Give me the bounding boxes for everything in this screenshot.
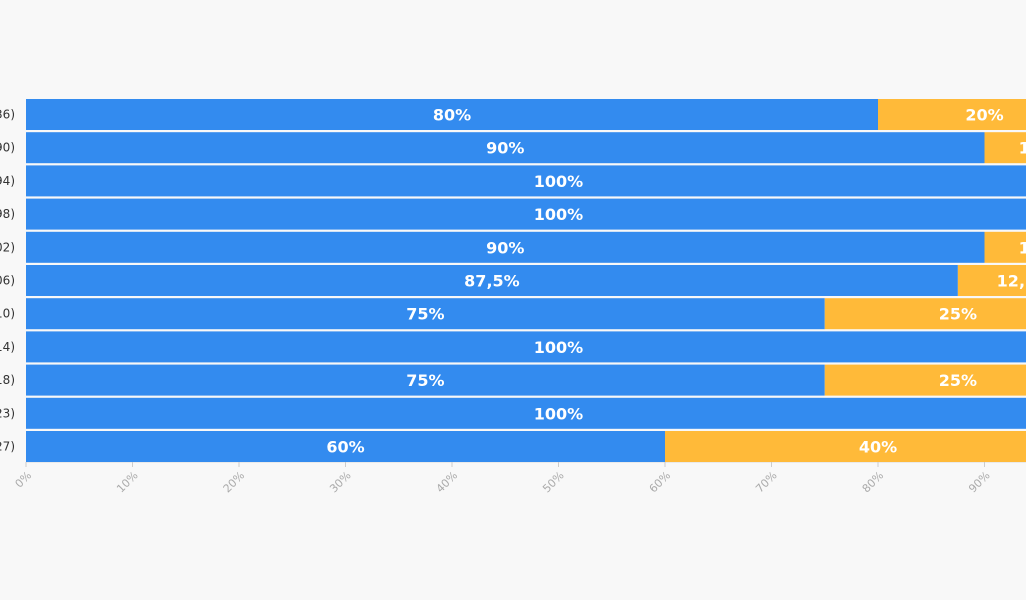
category-label-row-7: 10)	[0, 307, 15, 321]
category-label-row-5: 02)	[0, 240, 15, 254]
category-label-row-6: 06)	[0, 274, 15, 288]
bar-segment-s1-row-10[interactable]	[26, 397, 1026, 429]
x-tick-label-8: 70%	[753, 469, 779, 495]
data-label-s1-row-6: 87,5%	[464, 272, 520, 291]
bar-segment-s1-row-5[interactable]	[26, 231, 985, 263]
x-tick-label-9: 80%	[860, 469, 886, 495]
bar-segment-s2-row-9[interactable]	[824, 364, 1026, 396]
data-label-s2-row-5: 10%	[1019, 238, 1026, 257]
x-tick-label-2: 10%	[114, 469, 140, 495]
x-tick-label-6: 50%	[540, 469, 566, 495]
category-label-row-9: 18)	[0, 373, 15, 387]
bar-segment-s2-row-1[interactable]	[878, 99, 1026, 130]
x-tick-label-5: 40%	[434, 469, 460, 495]
data-label-s2-row-7: 25%	[939, 305, 977, 324]
bar-segment-s2-row-2[interactable]	[984, 132, 1026, 164]
x-tick-label-3: 20%	[221, 469, 247, 495]
data-label-s1-row-7: 75%	[406, 305, 444, 324]
category-labels-group: 36) 90) 94) 98) 02) 06) 10) 14) 18) 23) 27)	[0, 108, 15, 454]
data-label-s1-row-1: 80%	[433, 106, 471, 125]
data-label-s1-row-9: 75%	[406, 371, 444, 390]
data-label-s2-row-11: 40%	[859, 438, 897, 457]
x-tick-label-4: 30%	[327, 469, 353, 495]
bar-segment-s1-row-3[interactable]	[26, 165, 1026, 197]
data-label-s2-row-6: 12,5%	[997, 272, 1026, 291]
x-tick-label-7: 60%	[647, 469, 673, 495]
bar-segment-s1-row-9[interactable]	[26, 364, 825, 396]
bar-segment-s1-row-2[interactable]	[26, 132, 985, 164]
bars-group	[26, 99, 1026, 462]
data-label-s2-row-1: 20%	[965, 106, 1003, 125]
bar-segment-s2-row-5[interactable]	[984, 231, 1026, 263]
bar-segment-s1-row-8[interactable]	[26, 331, 1026, 363]
data-label-s2-row-9: 25%	[939, 371, 977, 390]
data-label-s2-row-2: 10%	[1019, 139, 1026, 158]
bar-segment-s2-row-7[interactable]	[824, 298, 1026, 330]
bar-segment-s1-row-1[interactable]	[26, 99, 878, 130]
bar-segment-s1-row-11[interactable]	[26, 431, 665, 462]
category-label-row-11: 27)	[0, 440, 15, 454]
category-label-row-1: 36)	[0, 108, 15, 122]
data-label-s1-row-4: 100%	[534, 205, 583, 224]
x-tick-label-1: 0%	[13, 469, 35, 491]
bar-segment-s1-row-6[interactable]	[26, 265, 958, 296]
data-label-s1-row-2: 90%	[486, 139, 524, 158]
data-label-s1-row-11: 60%	[326, 438, 364, 457]
data-label-s1-row-3: 100%	[534, 172, 583, 191]
category-label-row-3: 94)	[0, 174, 15, 188]
data-label-s1-row-5: 90%	[486, 238, 524, 257]
category-label-row-2: 90)	[0, 141, 15, 155]
bar-segment-s1-row-7[interactable]	[26, 298, 825, 330]
bar-segment-s2-row-11[interactable]	[665, 431, 1026, 462]
data-label-s1-row-10: 100%	[534, 404, 583, 423]
x-axis-ticks-group: 0% 10% 20% 30% 40% 50% 60% 70% 80% 90%	[13, 462, 993, 495]
bar-segment-s1-row-4[interactable]	[26, 198, 1026, 230]
bar-labels-group: 80% 20% 90% 10% 100% 100% 90% 10% 87,5% 12,5% 75% 2…	[326, 106, 1026, 457]
data-label-s1-row-8: 100%	[534, 338, 583, 357]
category-label-row-8: 14)	[0, 340, 15, 354]
bar-segment-s2-row-6[interactable]	[957, 265, 1026, 296]
category-label-row-10: 23)	[0, 406, 15, 420]
x-tick-label-10: 90%	[966, 469, 992, 495]
category-label-row-4: 98)	[0, 207, 15, 221]
